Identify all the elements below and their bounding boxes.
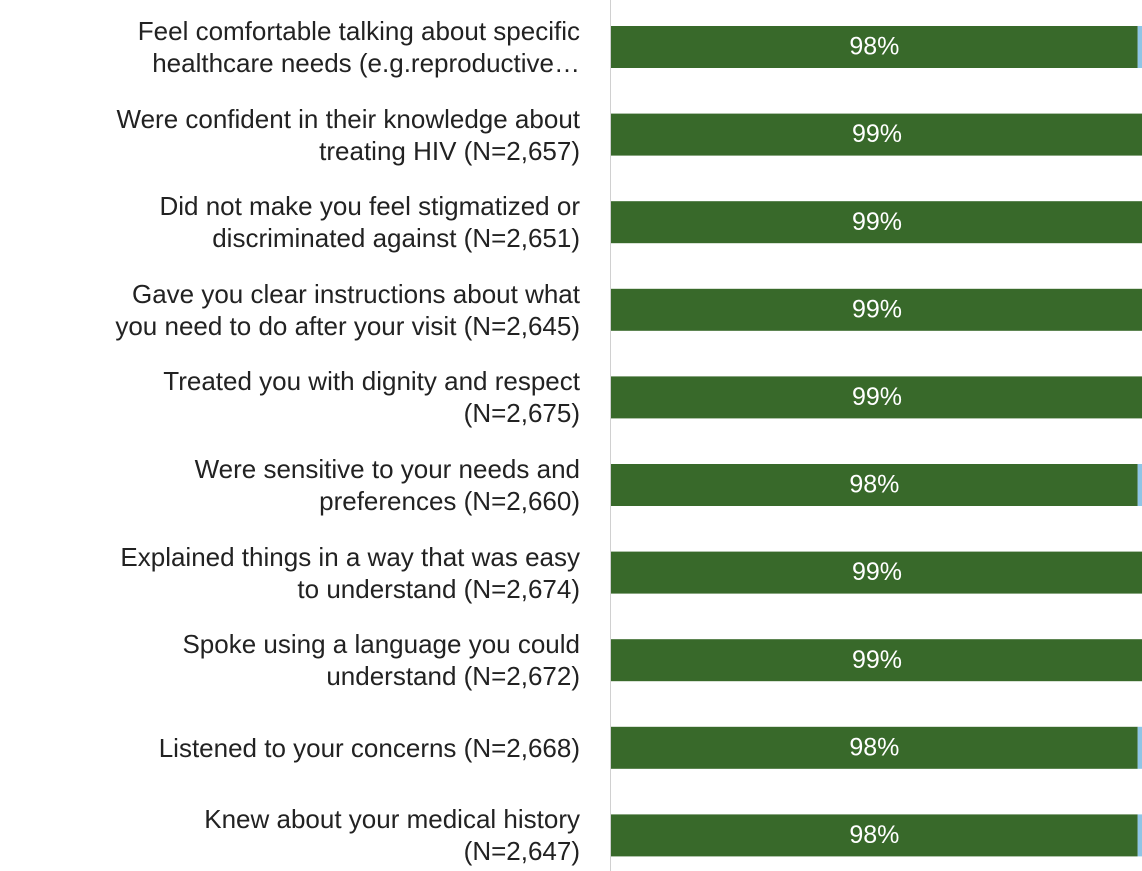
category-label: Were confident in their knowledge about …: [116, 103, 580, 166]
value-label: 98%: [849, 471, 899, 499]
category-label: Treated you with dignity and respect (N=…: [163, 366, 580, 429]
bar-segment: [611, 726, 1138, 769]
category-label: Did not make you feel stigmatized or dis…: [159, 191, 580, 254]
bar-segment: [1137, 464, 1142, 506]
bar-segment: [611, 814, 1138, 857]
bar-segment: [611, 464, 1138, 506]
category-label: Feel comfortable talking about specific …: [137, 16, 580, 78]
bar-segment: [611, 551, 1142, 594]
bar-segment: [611, 639, 1142, 682]
bar-segment: [1137, 814, 1142, 857]
value-label: 98%: [849, 733, 899, 761]
value-label: 99%: [852, 383, 902, 411]
category-label: Explained things in a way that was easy …: [120, 541, 580, 604]
bar-segment: [611, 288, 1142, 331]
category-label: Were sensitive to your needs and prefere…: [194, 454, 580, 516]
category-label: Knew about your medical history (N=2,647…: [204, 804, 580, 867]
category-label: Spoke using a language you could underst…: [182, 629, 580, 692]
bar-segment: [611, 201, 1142, 244]
bar-segment: [1137, 26, 1142, 68]
bar-segment: [611, 113, 1142, 156]
bar-segment: [611, 26, 1138, 68]
value-label: 98%: [849, 821, 899, 849]
value-label: 98%: [849, 33, 899, 61]
value-label: 99%: [852, 646, 902, 674]
category-label: Listened to your concerns (N=2,668): [158, 732, 580, 763]
value-label: 99%: [852, 558, 902, 586]
category-label: Gave you clear instructions about what y…: [115, 278, 580, 341]
bar-segment: [1137, 726, 1142, 769]
value-label: 99%: [852, 208, 902, 236]
value-label: 99%: [852, 295, 902, 323]
bar-segment: [611, 376, 1142, 419]
value-label: 99%: [852, 120, 902, 148]
